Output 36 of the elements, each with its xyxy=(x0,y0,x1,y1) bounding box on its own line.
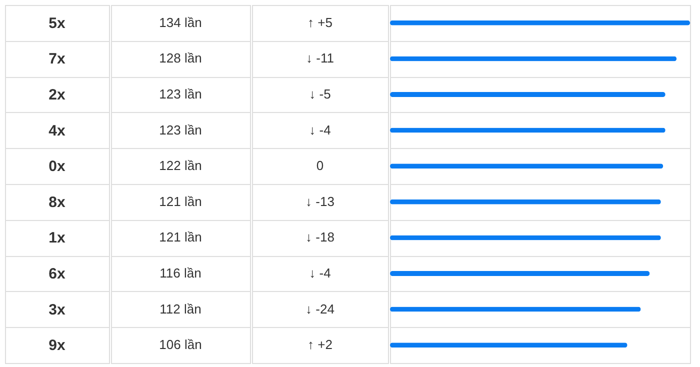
text: ↓ -13 xyxy=(306,194,334,209)
data-label: 121 lần xyxy=(159,194,202,209)
y-tick-label: 3x xyxy=(48,301,66,318)
text: 0 xyxy=(316,158,324,174)
data-label: 123 lần xyxy=(159,122,202,138)
bar xyxy=(390,128,666,133)
y-tick-label: 9x xyxy=(48,337,66,354)
y-tick-label: 4x xyxy=(48,122,66,140)
text: ↓ -5 xyxy=(309,86,331,102)
y-tick-label: 2x xyxy=(48,86,66,104)
text: ↓ -4 xyxy=(309,266,331,280)
text: ↓ -18 xyxy=(306,230,334,245)
data-label: 128 lần xyxy=(159,50,202,66)
bar xyxy=(390,271,650,276)
bar xyxy=(390,56,677,62)
data-label: 112 lần xyxy=(160,301,202,316)
y-tick-label: 5x xyxy=(48,14,66,32)
text: ↑ +2 xyxy=(308,337,332,352)
bar xyxy=(390,164,664,169)
text: ↓ -24 xyxy=(306,301,334,316)
data-label: 116 lần xyxy=(160,266,202,280)
y-tick-label: 8x xyxy=(48,194,66,211)
bar xyxy=(390,20,690,26)
data-label: 106 lần xyxy=(159,337,202,352)
data-label: 123 lần xyxy=(159,86,202,102)
y-tick-label: 1x xyxy=(48,230,66,247)
data-label: 134 lần xyxy=(159,14,202,30)
bar xyxy=(390,92,666,97)
text: ↑ +5 xyxy=(308,14,332,30)
y-tick-label: 7x xyxy=(48,50,66,68)
data-label: 122 lần xyxy=(159,158,202,174)
data-label: 121 lần xyxy=(159,230,202,245)
y-tick-label: 6x xyxy=(48,266,66,282)
y-tick-label: 0x xyxy=(48,158,66,176)
text: ↓ -4 xyxy=(309,122,331,138)
text: ↓ -11 xyxy=(306,50,334,66)
